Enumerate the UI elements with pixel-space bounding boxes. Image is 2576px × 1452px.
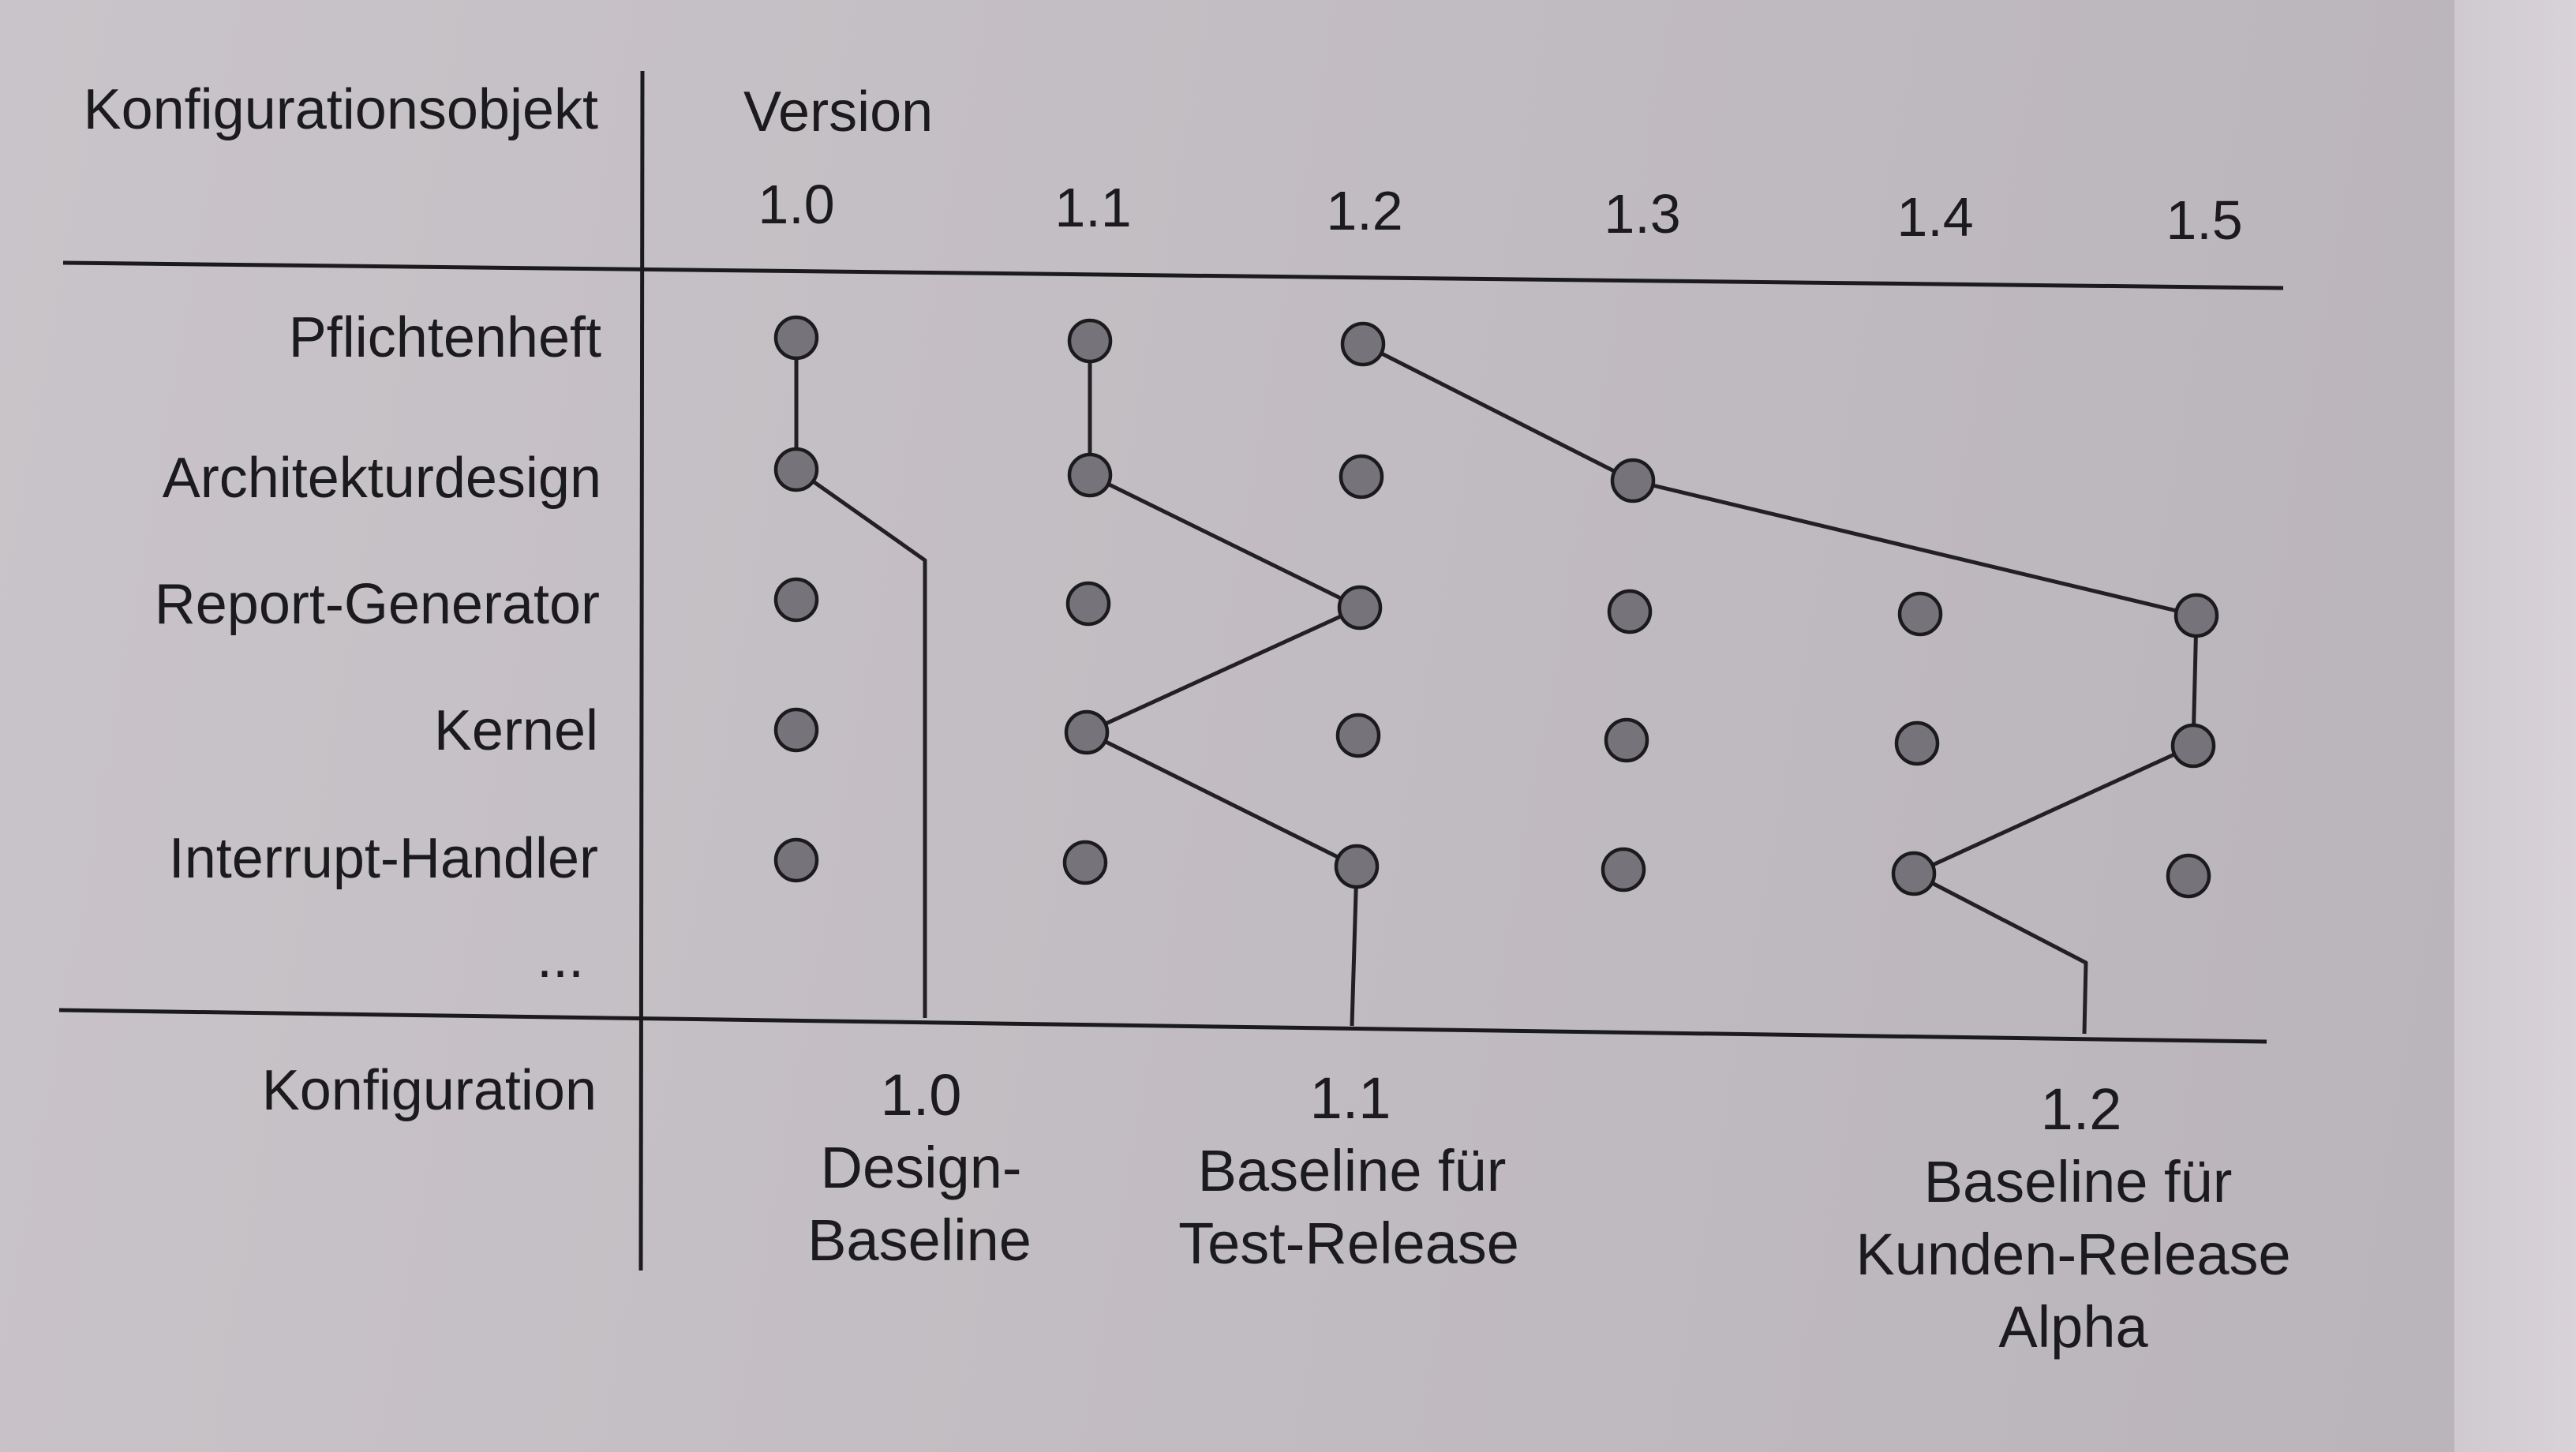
version-dot	[773, 837, 819, 883]
object-label: Report-Generator	[155, 573, 600, 636]
version-dot	[1062, 840, 1108, 885]
version-dot	[1604, 717, 1649, 763]
version-dot	[773, 707, 819, 753]
version-dot	[1064, 709, 1110, 755]
version-dot	[1337, 585, 1383, 631]
object-label: Kernel	[434, 699, 598, 762]
version-dot	[1334, 844, 1380, 889]
version-dot	[773, 315, 819, 361]
configuration-description: Test-Release	[1178, 1211, 1519, 1276]
configuration-label: Konfiguration	[262, 1059, 597, 1122]
configuration-number: 1.1	[1310, 1065, 1391, 1131]
version-label: 1.1	[1054, 177, 1131, 238]
baseline-line-1-0	[794, 338, 927, 1018]
configuration-description: Baseline für	[1198, 1138, 1507, 1203]
configuration-number: 1.0	[881, 1062, 962, 1128]
baseline-line-1-1	[1084, 341, 1362, 1027]
version-label: 1.3	[1604, 183, 1680, 245]
version-header: Version	[743, 80, 933, 144]
page-edge	[2454, 0, 2576, 1452]
version-dot	[1894, 720, 1940, 766]
version-dot	[1067, 318, 1113, 364]
header-rule	[62, 260, 2284, 290]
version-dot	[1339, 454, 1384, 500]
object-label: Interrupt-Handler	[169, 827, 598, 890]
configuration-description: Baseline	[807, 1207, 1032, 1273]
version-dot	[2174, 593, 2219, 638]
configuration-description: Alpha	[1998, 1294, 2148, 1360]
vertical-divider	[638, 70, 645, 1271]
version-label: 1.4	[1896, 186, 1973, 248]
configuration-number: 1.2	[2041, 1076, 2122, 1142]
version-dot	[2170, 723, 2216, 769]
version-label: 1.2	[1326, 180, 1402, 241]
configuration-description: Baseline für	[1924, 1149, 2233, 1214]
configuration-description: Kunden-Release	[1855, 1222, 2290, 1287]
version-label: 1.5	[2166, 189, 2242, 251]
version-dot	[1610, 458, 1656, 503]
version-label: 1.0	[758, 174, 834, 235]
version-dot	[1897, 591, 1943, 637]
version-dot	[1067, 452, 1113, 498]
version-dot	[1891, 851, 1937, 896]
configuration-description: Design-	[821, 1135, 1022, 1200]
object-label: Architekturdesign	[163, 447, 601, 510]
version-dot	[1065, 581, 1111, 627]
version-dot	[773, 577, 819, 623]
version-dot	[1335, 713, 1381, 758]
object-label: ...	[537, 926, 584, 990]
object-label: Pflichtenheft	[289, 306, 601, 369]
baseline-line-1-2	[1361, 342, 2199, 1035]
footer-rule	[58, 1008, 2267, 1044]
version-dot	[1601, 847, 1646, 893]
version-dot	[773, 447, 819, 492]
object-column-header: Konfigurationsobjekt	[84, 78, 598, 141]
version-dot	[1340, 321, 1386, 367]
version-dot	[1607, 589, 1653, 634]
version-dot	[2166, 853, 2211, 899]
